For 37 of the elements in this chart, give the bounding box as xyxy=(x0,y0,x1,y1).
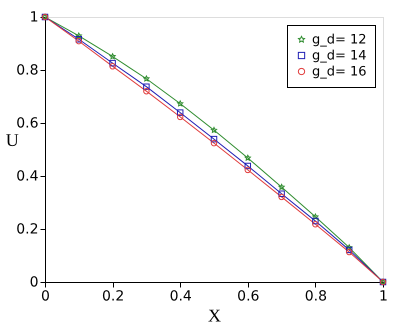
legend-label: g_d= 14 xyxy=(312,48,367,64)
y-axis-title: U xyxy=(6,130,19,150)
point xyxy=(244,162,252,170)
point xyxy=(109,60,116,66)
point xyxy=(312,218,319,224)
point xyxy=(278,184,285,190)
legend-label: g_d= 16 xyxy=(312,64,367,80)
y-tick-label: 0.6 xyxy=(16,116,39,132)
point xyxy=(143,88,150,94)
point xyxy=(109,63,116,70)
point xyxy=(244,166,252,174)
point xyxy=(312,220,319,228)
point xyxy=(244,154,251,161)
x-axis-title: X xyxy=(208,306,221,326)
point xyxy=(278,190,285,197)
x-tick-label: 0 xyxy=(41,288,50,304)
point xyxy=(210,136,218,142)
x-tick-label: 0.8 xyxy=(304,288,328,304)
point xyxy=(346,244,352,250)
point xyxy=(176,114,184,120)
x-tick-label: 1 xyxy=(379,288,388,304)
y-tick-label: 0 xyxy=(30,274,38,290)
point xyxy=(143,83,150,90)
x-tick-label: 0.4 xyxy=(170,288,192,304)
point xyxy=(210,126,218,133)
legend-label: g_d= 12 xyxy=(312,32,367,48)
y-tick-label: 1 xyxy=(30,10,38,26)
y-tick-label: 0.8 xyxy=(16,62,38,78)
x-tick-label: 0.6 xyxy=(237,288,260,304)
point xyxy=(110,53,116,60)
point xyxy=(210,140,218,146)
point xyxy=(177,100,184,106)
y-tick-label: 0.2 xyxy=(16,222,38,238)
y-tick-label: 0.4 xyxy=(16,168,39,184)
point xyxy=(176,109,184,116)
x-tick-label: 0.2 xyxy=(102,288,124,304)
point xyxy=(278,194,285,200)
